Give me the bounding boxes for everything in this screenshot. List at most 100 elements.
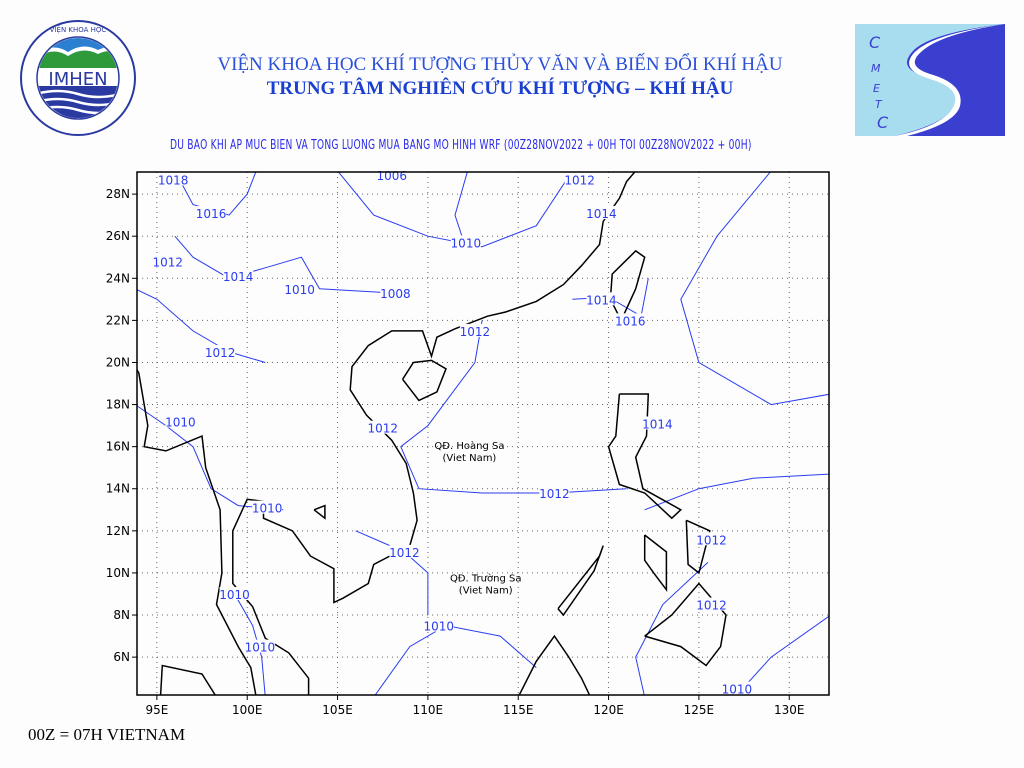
x-tick-label: 110E — [413, 703, 444, 717]
isobar-line — [635, 562, 709, 695]
isobar-label-bg — [223, 269, 254, 283]
isobar-label-bg — [586, 292, 617, 306]
isobar-label: 1008 — [380, 287, 411, 301]
isobar-label: 1012 — [696, 599, 727, 613]
isobar-label: 1010 — [219, 588, 250, 602]
x-tick-label: 120E — [593, 703, 624, 717]
y-tick-label: 12N — [106, 524, 130, 538]
isobar-line — [355, 530, 429, 615]
isobar-label-bg — [165, 414, 196, 428]
isobar-label-bg — [284, 281, 315, 295]
svg-text:VIỆN KHOA HỌC: VIỆN KHOA HỌC — [50, 25, 107, 34]
coastline — [643, 534, 668, 593]
forecast-subtitle: DU BAO KHI AP MUC BIEN VA TONG LUONG MUA… — [170, 138, 752, 153]
y-tick-label: 20N — [106, 355, 130, 369]
isobar-label-bg — [158, 172, 189, 186]
isobar-label: 1010 — [165, 415, 196, 429]
isobar-line — [137, 405, 284, 511]
x-tick-label: 105E — [322, 703, 353, 717]
isobar-label-bg — [615, 313, 646, 327]
isobar-line — [374, 624, 537, 695]
isobar-label: 1010 — [284, 283, 315, 297]
isobar-label-bg — [367, 420, 398, 434]
cmetc-logo: C M E T C — [855, 24, 1005, 136]
coastline — [685, 519, 711, 575]
isobar-line — [454, 172, 468, 243]
isobar-label-bg — [152, 254, 183, 268]
isobar-label-bg — [219, 586, 250, 600]
isobar-label-bg — [252, 500, 283, 514]
imhen-logo-text: IMHEN — [48, 69, 107, 90]
coastline — [313, 504, 326, 520]
svg-text:C: C — [877, 113, 889, 132]
isobar-label-bg — [696, 532, 727, 546]
isobar-label: 1012 — [460, 325, 491, 339]
isobar-label-bg — [450, 235, 481, 249]
isobar-line — [137, 289, 266, 363]
y-tick-label: 24N — [106, 271, 130, 285]
isobar-label: 1014 — [586, 293, 617, 307]
isobar-label: 1012 — [367, 422, 398, 436]
isobar-label: 1012 — [205, 346, 236, 360]
isobar-label: 1014 — [586, 207, 617, 221]
isobar-label-bg — [564, 172, 595, 186]
y-tick-label: 6N — [113, 650, 130, 664]
isobar-label: 1010 — [722, 683, 753, 697]
y-tick-label: 22N — [106, 313, 130, 327]
y-tick-label: 10N — [106, 566, 130, 580]
isobar-label: 1016 — [196, 207, 227, 221]
coastline — [159, 664, 217, 695]
coastline — [232, 172, 636, 695]
archipelago-label: QĐ. Hoàng Sa — [434, 440, 504, 452]
isobar-label: 1010 — [252, 502, 283, 516]
archipelago-label: QĐ. Trường Sa — [450, 572, 522, 584]
isobar-line — [337, 172, 573, 248]
archipelago-label-country: (Viet Nam) — [459, 585, 513, 596]
isobar-label: 1018 — [158, 173, 189, 187]
isobar-label: 1016 — [615, 314, 646, 328]
svg-text:T: T — [875, 98, 883, 111]
coastline — [401, 359, 447, 402]
isobar-line — [680, 172, 829, 406]
archipelago-label-country: (Viet Nam) — [443, 453, 497, 464]
coastline — [518, 634, 591, 695]
isobar-label-bg — [244, 639, 275, 653]
x-tick-label: 130E — [774, 703, 805, 717]
coastline — [644, 582, 727, 667]
imhen-logo: IMHEN VIỆN KHOA HỌC — [20, 20, 136, 136]
coastline — [557, 545, 604, 617]
map-frame — [136, 171, 830, 696]
coastline — [609, 249, 646, 323]
isobar-line — [174, 172, 257, 216]
isobar-label: 1012 — [696, 533, 727, 547]
isobar-label-bg — [586, 206, 617, 220]
isobar-label: 1012 — [539, 487, 570, 501]
center-title: TRUNG TÂM NGHIÊN CỨU KHÍ TƯỢNG – KHÍ HẬU — [266, 78, 734, 99]
y-tick-label: 14N — [106, 482, 130, 496]
isobar-line — [174, 235, 392, 294]
isobar-label: 1010 — [423, 620, 454, 634]
isobar-label-bg — [196, 206, 227, 220]
x-tick-label: 95E — [145, 703, 168, 717]
isobar-label: 1014 — [642, 418, 673, 432]
timezone-note: 00Z = 07H VIETNAM — [28, 725, 186, 744]
y-tick-label: 26N — [106, 229, 130, 243]
isobar-label: 1012 — [389, 546, 420, 560]
svg-text:E: E — [873, 82, 880, 95]
y-tick-label: 16N — [106, 440, 130, 454]
isobar-label-bg — [539, 485, 570, 499]
isobar-label-bg — [380, 286, 411, 300]
institute-title: VIỆN KHOA HỌC KHÍ TƯỢNG THỦY VĂN VÀ BIẾN… — [217, 54, 783, 75]
isobar-label: 1012 — [152, 255, 183, 269]
isobar-label: 1010 — [451, 237, 482, 251]
y-tick-label: 8N — [113, 608, 130, 622]
isobar-label: 1014 — [223, 270, 254, 284]
isobar-label: 1012 — [564, 173, 595, 187]
svg-text:C: C — [869, 33, 881, 52]
isobar-label-bg — [389, 544, 420, 558]
x-tick-label: 125E — [684, 703, 715, 717]
isobar-label-bg — [721, 681, 752, 695]
y-tick-label: 18N — [106, 398, 130, 412]
y-tick-label: 28N — [106, 187, 130, 201]
